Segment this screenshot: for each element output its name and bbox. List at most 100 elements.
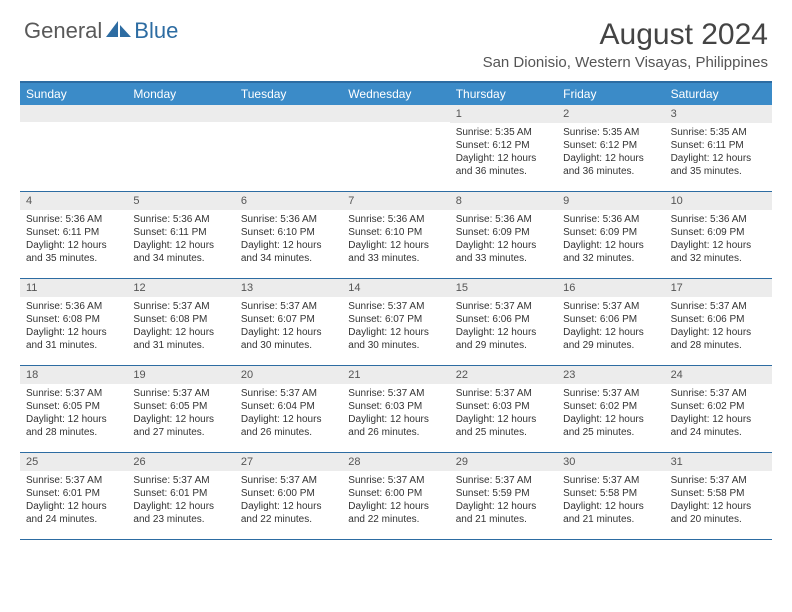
- day-number: 20: [235, 366, 342, 384]
- logo-text-general: General: [24, 18, 102, 44]
- day-cell: 8Sunrise: 5:36 AMSunset: 6:09 PMDaylight…: [450, 192, 557, 278]
- day-number: 31: [665, 453, 772, 471]
- logo-sail-icon: [106, 19, 132, 44]
- daylight-line: Daylight: 12 hours and 35 minutes.: [671, 152, 766, 178]
- daylight-line: Daylight: 12 hours and 22 minutes.: [241, 500, 336, 526]
- sunset-line: Sunset: 5:59 PM: [456, 487, 551, 500]
- sunset-line: Sunset: 6:11 PM: [671, 139, 766, 152]
- daylight-line: Daylight: 12 hours and 23 minutes.: [133, 500, 228, 526]
- sunset-line: Sunset: 6:12 PM: [563, 139, 658, 152]
- weekday-header-row: SundayMondayTuesdayWednesdayThursdayFrid…: [20, 83, 772, 105]
- day-cell: 10Sunrise: 5:36 AMSunset: 6:09 PMDayligh…: [665, 192, 772, 278]
- day-cell: 26Sunrise: 5:37 AMSunset: 6:01 PMDayligh…: [127, 453, 234, 539]
- day-number: 29: [450, 453, 557, 471]
- sunset-line: Sunset: 6:00 PM: [348, 487, 443, 500]
- day-cell: 2Sunrise: 5:35 AMSunset: 6:12 PMDaylight…: [557, 105, 664, 191]
- day-details: Sunrise: 5:35 AMSunset: 6:11 PMDaylight:…: [665, 123, 772, 182]
- day-number: 3: [665, 105, 772, 123]
- daylight-line: Daylight: 12 hours and 28 minutes.: [671, 326, 766, 352]
- day-number: 21: [342, 366, 449, 384]
- day-details: Sunrise: 5:36 AMSunset: 6:10 PMDaylight:…: [235, 210, 342, 269]
- sunrise-line: Sunrise: 5:37 AM: [348, 387, 443, 400]
- weekday-label: Thursday: [450, 83, 557, 105]
- day-cell: 16Sunrise: 5:37 AMSunset: 6:06 PMDayligh…: [557, 279, 664, 365]
- day-details: Sunrise: 5:36 AMSunset: 6:08 PMDaylight:…: [20, 297, 127, 356]
- sunset-line: Sunset: 6:06 PM: [563, 313, 658, 326]
- sunrise-line: Sunrise: 5:37 AM: [671, 387, 766, 400]
- day-cell: 12Sunrise: 5:37 AMSunset: 6:08 PMDayligh…: [127, 279, 234, 365]
- sunset-line: Sunset: 6:10 PM: [241, 226, 336, 239]
- day-cell: 5Sunrise: 5:36 AMSunset: 6:11 PMDaylight…: [127, 192, 234, 278]
- day-number: 6: [235, 192, 342, 210]
- sunrise-line: Sunrise: 5:37 AM: [133, 474, 228, 487]
- sunset-line: Sunset: 6:09 PM: [456, 226, 551, 239]
- sunset-line: Sunset: 6:12 PM: [456, 139, 551, 152]
- sunset-line: Sunset: 6:00 PM: [241, 487, 336, 500]
- day-details: Sunrise: 5:37 AMSunset: 6:03 PMDaylight:…: [450, 384, 557, 443]
- sunset-line: Sunset: 6:01 PM: [26, 487, 121, 500]
- sunrise-line: Sunrise: 5:36 AM: [241, 213, 336, 226]
- day-number: 17: [665, 279, 772, 297]
- sunrise-line: Sunrise: 5:37 AM: [241, 387, 336, 400]
- day-cell: 17Sunrise: 5:37 AMSunset: 6:06 PMDayligh…: [665, 279, 772, 365]
- day-details: Sunrise: 5:37 AMSunset: 5:58 PMDaylight:…: [557, 471, 664, 530]
- day-details: Sunrise: 5:37 AMSunset: 5:59 PMDaylight:…: [450, 471, 557, 530]
- title-block: August 2024 San Dionisio, Western Visaya…: [483, 18, 768, 71]
- day-cell: 4Sunrise: 5:36 AMSunset: 6:11 PMDaylight…: [20, 192, 127, 278]
- day-cell: 20Sunrise: 5:37 AMSunset: 6:04 PMDayligh…: [235, 366, 342, 452]
- weekday-label: Friday: [557, 83, 664, 105]
- daylight-line: Daylight: 12 hours and 36 minutes.: [563, 152, 658, 178]
- week-row: 25Sunrise: 5:37 AMSunset: 6:01 PMDayligh…: [20, 453, 772, 540]
- sunset-line: Sunset: 6:04 PM: [241, 400, 336, 413]
- sunrise-line: Sunrise: 5:36 AM: [563, 213, 658, 226]
- daylight-line: Daylight: 12 hours and 22 minutes.: [348, 500, 443, 526]
- day-number: 5: [127, 192, 234, 210]
- day-details: Sunrise: 5:37 AMSunset: 6:06 PMDaylight:…: [450, 297, 557, 356]
- sunrise-line: Sunrise: 5:37 AM: [26, 474, 121, 487]
- weekday-label: Wednesday: [342, 83, 449, 105]
- sunrise-line: Sunrise: 5:37 AM: [563, 300, 658, 313]
- sunset-line: Sunset: 6:11 PM: [26, 226, 121, 239]
- day-details: Sunrise: 5:37 AMSunset: 6:01 PMDaylight:…: [20, 471, 127, 530]
- day-details: Sunrise: 5:36 AMSunset: 6:10 PMDaylight:…: [342, 210, 449, 269]
- day-number: 16: [557, 279, 664, 297]
- daylight-line: Daylight: 12 hours and 30 minutes.: [348, 326, 443, 352]
- sunrise-line: Sunrise: 5:37 AM: [563, 474, 658, 487]
- daylight-line: Daylight: 12 hours and 27 minutes.: [133, 413, 228, 439]
- day-details: Sunrise: 5:37 AMSunset: 5:58 PMDaylight:…: [665, 471, 772, 530]
- day-number: 12: [127, 279, 234, 297]
- sunset-line: Sunset: 6:07 PM: [348, 313, 443, 326]
- day-cell: 31Sunrise: 5:37 AMSunset: 5:58 PMDayligh…: [665, 453, 772, 539]
- day-number: 7: [342, 192, 449, 210]
- daylight-line: Daylight: 12 hours and 32 minutes.: [671, 239, 766, 265]
- sunset-line: Sunset: 6:02 PM: [671, 400, 766, 413]
- day-number: 24: [665, 366, 772, 384]
- sunset-line: Sunset: 6:05 PM: [26, 400, 121, 413]
- day-cell: 1Sunrise: 5:35 AMSunset: 6:12 PMDaylight…: [450, 105, 557, 191]
- weekday-label: Tuesday: [235, 83, 342, 105]
- day-details: Sunrise: 5:37 AMSunset: 6:05 PMDaylight:…: [20, 384, 127, 443]
- sunrise-line: Sunrise: 5:37 AM: [241, 300, 336, 313]
- day-details: Sunrise: 5:35 AMSunset: 6:12 PMDaylight:…: [557, 123, 664, 182]
- day-details: Sunrise: 5:36 AMSunset: 6:11 PMDaylight:…: [127, 210, 234, 269]
- sunrise-line: Sunrise: 5:35 AM: [671, 126, 766, 139]
- week-row: 11Sunrise: 5:36 AMSunset: 6:08 PMDayligh…: [20, 279, 772, 366]
- day-number-empty: [127, 105, 234, 122]
- daylight-line: Daylight: 12 hours and 29 minutes.: [456, 326, 551, 352]
- weekday-label: Sunday: [20, 83, 127, 105]
- day-number-empty: [235, 105, 342, 122]
- day-number: 10: [665, 192, 772, 210]
- sunset-line: Sunset: 6:10 PM: [348, 226, 443, 239]
- month-title: August 2024: [483, 18, 768, 52]
- day-details: Sunrise: 5:37 AMSunset: 6:07 PMDaylight:…: [235, 297, 342, 356]
- day-number: 18: [20, 366, 127, 384]
- week-row: 1Sunrise: 5:35 AMSunset: 6:12 PMDaylight…: [20, 105, 772, 192]
- sunrise-line: Sunrise: 5:36 AM: [671, 213, 766, 226]
- daylight-line: Daylight: 12 hours and 20 minutes.: [671, 500, 766, 526]
- day-number: 19: [127, 366, 234, 384]
- day-cell: 21Sunrise: 5:37 AMSunset: 6:03 PMDayligh…: [342, 366, 449, 452]
- daylight-line: Daylight: 12 hours and 25 minutes.: [563, 413, 658, 439]
- day-cell: 6Sunrise: 5:36 AMSunset: 6:10 PMDaylight…: [235, 192, 342, 278]
- location: San Dionisio, Western Visayas, Philippin…: [483, 54, 768, 71]
- day-details: Sunrise: 5:37 AMSunset: 6:02 PMDaylight:…: [665, 384, 772, 443]
